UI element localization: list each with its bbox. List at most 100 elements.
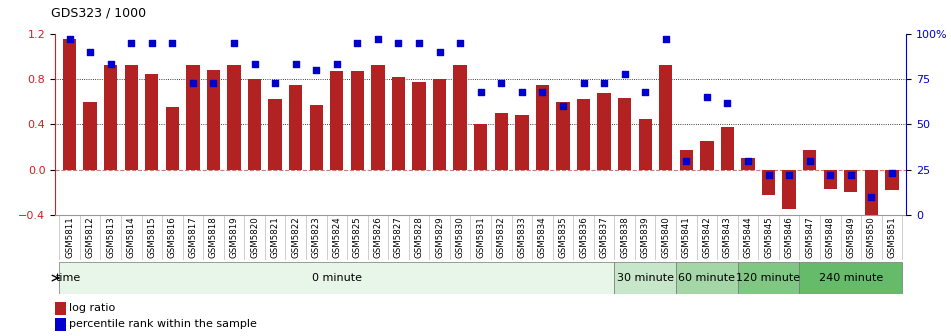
Text: GSM5830: GSM5830 (456, 216, 465, 258)
Point (165, 40, 180, 45)
Bar (638, 119, 651, 170)
Text: GSM5832: GSM5832 (496, 216, 506, 258)
Bar (55, 318, 66, 331)
Point (802, 158, 817, 163)
Text: GSM5822: GSM5822 (291, 216, 301, 258)
Bar (800, 262, 902, 294)
Point (391, 40, 406, 45)
Point (267, 80, 282, 85)
Bar (844, 170, 858, 192)
Bar (330, 71, 343, 170)
Point (658, 36, 673, 42)
Bar (454, 65, 467, 170)
Point (247, 62, 262, 67)
Text: GSM5838: GSM5838 (620, 216, 630, 258)
Point (494, 80, 509, 85)
Bar (824, 170, 837, 189)
Text: GSM5824: GSM5824 (332, 216, 341, 258)
Text: GSM5848: GSM5848 (825, 216, 835, 258)
Point (576, 80, 592, 85)
Bar (556, 101, 570, 170)
Bar (864, 170, 878, 221)
Point (124, 40, 139, 45)
Text: log ratio: log ratio (69, 303, 116, 313)
Text: GSM5849: GSM5849 (846, 216, 855, 258)
Point (473, 89, 489, 94)
Bar (700, 141, 713, 170)
Text: GSM5847: GSM5847 (805, 216, 814, 258)
Bar (597, 92, 611, 170)
Text: GSM5835: GSM5835 (558, 216, 568, 258)
Bar (125, 65, 138, 170)
Bar (659, 65, 672, 170)
Text: GSM5826: GSM5826 (374, 216, 382, 258)
Bar (762, 170, 775, 195)
Bar (165, 107, 179, 170)
Text: GSM5818: GSM5818 (209, 216, 218, 258)
Text: GSM5815: GSM5815 (147, 216, 156, 258)
Point (617, 71, 632, 76)
Bar (55, 302, 66, 315)
Point (679, 158, 694, 163)
Bar (268, 99, 281, 170)
Text: GSM5823: GSM5823 (312, 216, 320, 258)
Bar (84, 101, 97, 170)
Text: GSM5846: GSM5846 (785, 216, 794, 258)
Point (329, 62, 344, 67)
Point (288, 62, 303, 67)
Bar (783, 170, 796, 209)
Point (350, 40, 365, 45)
Text: GSM5843: GSM5843 (723, 216, 732, 258)
Text: GSM5821: GSM5821 (271, 216, 280, 258)
Text: 240 minute: 240 minute (819, 273, 883, 283)
Text: GSM5811: GSM5811 (65, 216, 74, 258)
Point (555, 103, 571, 109)
Text: GSM5850: GSM5850 (867, 216, 876, 258)
Bar (535, 85, 549, 170)
Point (534, 89, 550, 94)
Point (145, 40, 160, 45)
Point (432, 49, 447, 54)
Text: 30 minute: 30 minute (616, 273, 673, 283)
Bar (146, 75, 159, 170)
Bar (680, 151, 693, 170)
Point (226, 40, 242, 45)
Bar (371, 65, 384, 170)
Bar (742, 158, 755, 170)
Bar (104, 65, 117, 170)
Text: GSM5833: GSM5833 (517, 216, 526, 258)
Bar (738, 262, 800, 294)
Text: GDS323 / 1000: GDS323 / 1000 (51, 6, 146, 19)
Point (62, 36, 77, 42)
Bar (885, 170, 899, 190)
Point (185, 80, 201, 85)
Bar (495, 113, 508, 170)
Bar (186, 65, 200, 170)
Point (741, 158, 756, 163)
Text: GSM5825: GSM5825 (353, 216, 362, 258)
Bar (310, 105, 323, 170)
Text: 60 minute: 60 minute (678, 273, 735, 283)
Text: 0 minute: 0 minute (312, 273, 361, 283)
Point (370, 36, 385, 42)
Point (309, 67, 324, 73)
Text: GSM5836: GSM5836 (579, 216, 588, 258)
Text: GSM5839: GSM5839 (641, 216, 650, 258)
Text: GSM5845: GSM5845 (764, 216, 773, 258)
Point (699, 94, 714, 100)
Bar (676, 262, 738, 294)
Point (884, 171, 900, 176)
Bar (474, 124, 488, 170)
Bar (577, 99, 591, 170)
Bar (392, 77, 405, 170)
Bar (59, 262, 614, 294)
Text: GSM5841: GSM5841 (682, 216, 690, 258)
Point (412, 40, 427, 45)
Bar (206, 70, 220, 170)
Text: 120 minute: 120 minute (736, 273, 801, 283)
Text: GSM5842: GSM5842 (703, 216, 711, 258)
Point (823, 172, 838, 178)
Text: GSM5817: GSM5817 (188, 216, 198, 258)
Point (761, 172, 776, 178)
Point (720, 100, 735, 105)
